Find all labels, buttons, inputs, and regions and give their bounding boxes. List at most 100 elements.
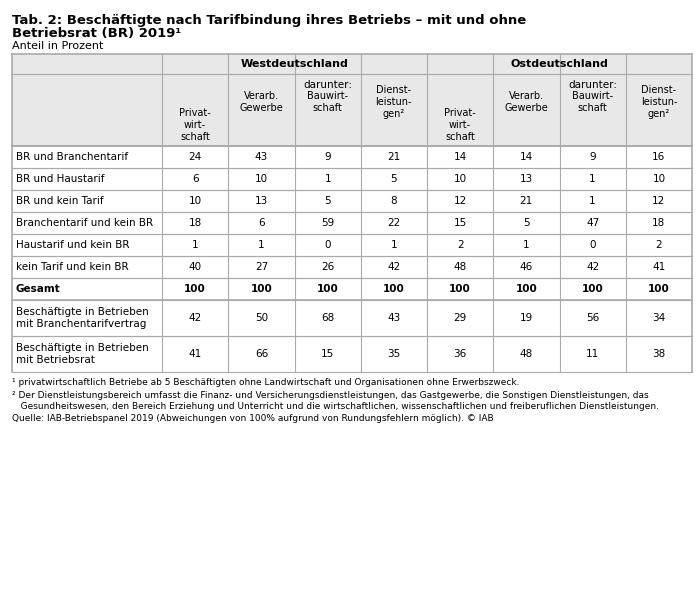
Text: 18: 18 <box>652 218 666 228</box>
Text: 100: 100 <box>184 284 206 294</box>
Text: 24: 24 <box>188 152 202 162</box>
Text: BR und kein Tarif: BR und kein Tarif <box>16 196 104 206</box>
Text: 59: 59 <box>321 218 335 228</box>
Text: Tab. 2: Beschäftigte nach Tarifbindung ihres Betriebs – mit und ohne: Tab. 2: Beschäftigte nach Tarifbindung i… <box>12 14 526 27</box>
Text: 100: 100 <box>383 284 405 294</box>
Text: Dienst-
leistun-
gen²: Dienst- leistun- gen² <box>376 85 412 119</box>
Text: 21: 21 <box>519 196 533 206</box>
Text: 10: 10 <box>255 174 268 184</box>
Text: 10: 10 <box>652 174 666 184</box>
Text: 48: 48 <box>519 349 533 359</box>
Text: 16: 16 <box>652 152 666 162</box>
Text: 5: 5 <box>523 218 530 228</box>
Text: 100: 100 <box>449 284 471 294</box>
Text: 42: 42 <box>586 262 599 272</box>
Text: Gesundheitswesen, den Bereich Erziehung und Unterricht und die wirtschaftlichen,: Gesundheitswesen, den Bereich Erziehung … <box>12 402 659 411</box>
Text: 0: 0 <box>589 240 596 250</box>
Text: Bauwirt-
schaft: Bauwirt- schaft <box>572 91 613 113</box>
Text: 1: 1 <box>192 240 198 250</box>
Text: 15: 15 <box>321 349 335 359</box>
Text: Beschäftigte in Betrieben
mit Branchentarifvertrag: Beschäftigte in Betrieben mit Branchenta… <box>16 307 148 329</box>
Text: Quelle: IAB-Betriebspanel 2019 (Abweichungen von 100% aufgrund von Rundungsfehle: Quelle: IAB-Betriebspanel 2019 (Abweichu… <box>12 414 493 423</box>
Text: 9: 9 <box>589 152 596 162</box>
Text: 19: 19 <box>519 313 533 323</box>
Text: Westdeutschland: Westdeutschland <box>241 59 349 69</box>
Text: Privat-
wirt-
schaft: Privat- wirt- schaft <box>179 108 211 142</box>
Text: 43: 43 <box>255 152 268 162</box>
Text: 2: 2 <box>656 240 662 250</box>
Text: 100: 100 <box>648 284 670 294</box>
Text: 43: 43 <box>387 313 400 323</box>
Text: 14: 14 <box>454 152 467 162</box>
Text: darunter:: darunter: <box>568 80 617 90</box>
Text: Betriebsrat (BR) 2019¹: Betriebsrat (BR) 2019¹ <box>12 27 181 40</box>
Text: 100: 100 <box>316 284 339 294</box>
Text: 40: 40 <box>188 262 202 272</box>
Text: 26: 26 <box>321 262 335 272</box>
Text: 9: 9 <box>324 152 331 162</box>
Text: BR und Haustarif: BR und Haustarif <box>16 174 104 184</box>
Text: 13: 13 <box>255 196 268 206</box>
Text: 100: 100 <box>515 284 538 294</box>
Text: 14: 14 <box>519 152 533 162</box>
Text: 41: 41 <box>652 262 666 272</box>
Text: 1: 1 <box>258 240 265 250</box>
Text: 15: 15 <box>454 218 467 228</box>
Text: 42: 42 <box>387 262 400 272</box>
Text: BR und Branchentarif: BR und Branchentarif <box>16 152 128 162</box>
Text: 68: 68 <box>321 313 335 323</box>
Text: 35: 35 <box>387 349 400 359</box>
Text: 11: 11 <box>586 349 599 359</box>
Text: 5: 5 <box>324 196 331 206</box>
Text: Branchentarif und kein BR: Branchentarif und kein BR <box>16 218 153 228</box>
Text: 1: 1 <box>589 196 596 206</box>
Text: 34: 34 <box>652 313 666 323</box>
Text: 21: 21 <box>387 152 400 162</box>
Text: 36: 36 <box>454 349 467 359</box>
Text: Haustarif und kein BR: Haustarif und kein BR <box>16 240 130 250</box>
Text: 27: 27 <box>255 262 268 272</box>
Text: 38: 38 <box>652 349 666 359</box>
Text: kein Tarif und kein BR: kein Tarif und kein BR <box>16 262 129 272</box>
Text: 100: 100 <box>251 284 272 294</box>
Text: 12: 12 <box>454 196 467 206</box>
Text: 56: 56 <box>586 313 599 323</box>
Text: 46: 46 <box>519 262 533 272</box>
Text: Bauwirt-
schaft: Bauwirt- schaft <box>307 91 348 113</box>
Text: 22: 22 <box>387 218 400 228</box>
Text: 6: 6 <box>192 174 198 184</box>
Text: 6: 6 <box>258 218 265 228</box>
Text: Gesamt: Gesamt <box>16 284 61 294</box>
Text: 100: 100 <box>582 284 603 294</box>
Text: darunter:: darunter: <box>303 80 352 90</box>
Text: 1: 1 <box>523 240 530 250</box>
Text: 10: 10 <box>188 196 202 206</box>
Text: 48: 48 <box>454 262 467 272</box>
Text: Privat-
wirt-
schaft: Privat- wirt- schaft <box>444 108 476 142</box>
Text: Ostdeutschland: Ostdeutschland <box>510 59 608 69</box>
Text: 1: 1 <box>391 240 397 250</box>
Text: 1: 1 <box>324 174 331 184</box>
Text: 2: 2 <box>457 240 463 250</box>
Text: 47: 47 <box>586 218 599 228</box>
Text: 13: 13 <box>519 174 533 184</box>
Text: 18: 18 <box>188 218 202 228</box>
Text: Beschäftigte in Betrieben
mit Betriebsrat: Beschäftigte in Betrieben mit Betriebsra… <box>16 343 148 365</box>
Text: 10: 10 <box>454 174 467 184</box>
Text: Anteil in Prozent: Anteil in Prozent <box>12 41 104 51</box>
Text: 8: 8 <box>391 196 397 206</box>
Text: Verarb.
Gewerbe: Verarb. Gewerbe <box>505 91 548 113</box>
Text: 66: 66 <box>255 349 268 359</box>
Text: Dienst-
leistun-
gen²: Dienst- leistun- gen² <box>640 85 677 119</box>
Text: 41: 41 <box>188 349 202 359</box>
Text: 29: 29 <box>454 313 467 323</box>
Text: 1: 1 <box>589 174 596 184</box>
Bar <box>12 74 692 146</box>
Text: ¹ privatwirtschaftlich Betriebe ab 5 Beschäftigten ohne Landwirtschaft und Organ: ¹ privatwirtschaftlich Betriebe ab 5 Bes… <box>12 378 519 387</box>
Text: 50: 50 <box>255 313 268 323</box>
Text: Verarb.
Gewerbe: Verarb. Gewerbe <box>239 91 284 113</box>
Text: 12: 12 <box>652 196 666 206</box>
Bar <box>12 54 692 74</box>
Text: ² Der Dienstleistungsbereich umfasst die Finanz- und Versicherungsdienstleistung: ² Der Dienstleistungsbereich umfasst die… <box>12 391 649 400</box>
Text: 5: 5 <box>391 174 397 184</box>
